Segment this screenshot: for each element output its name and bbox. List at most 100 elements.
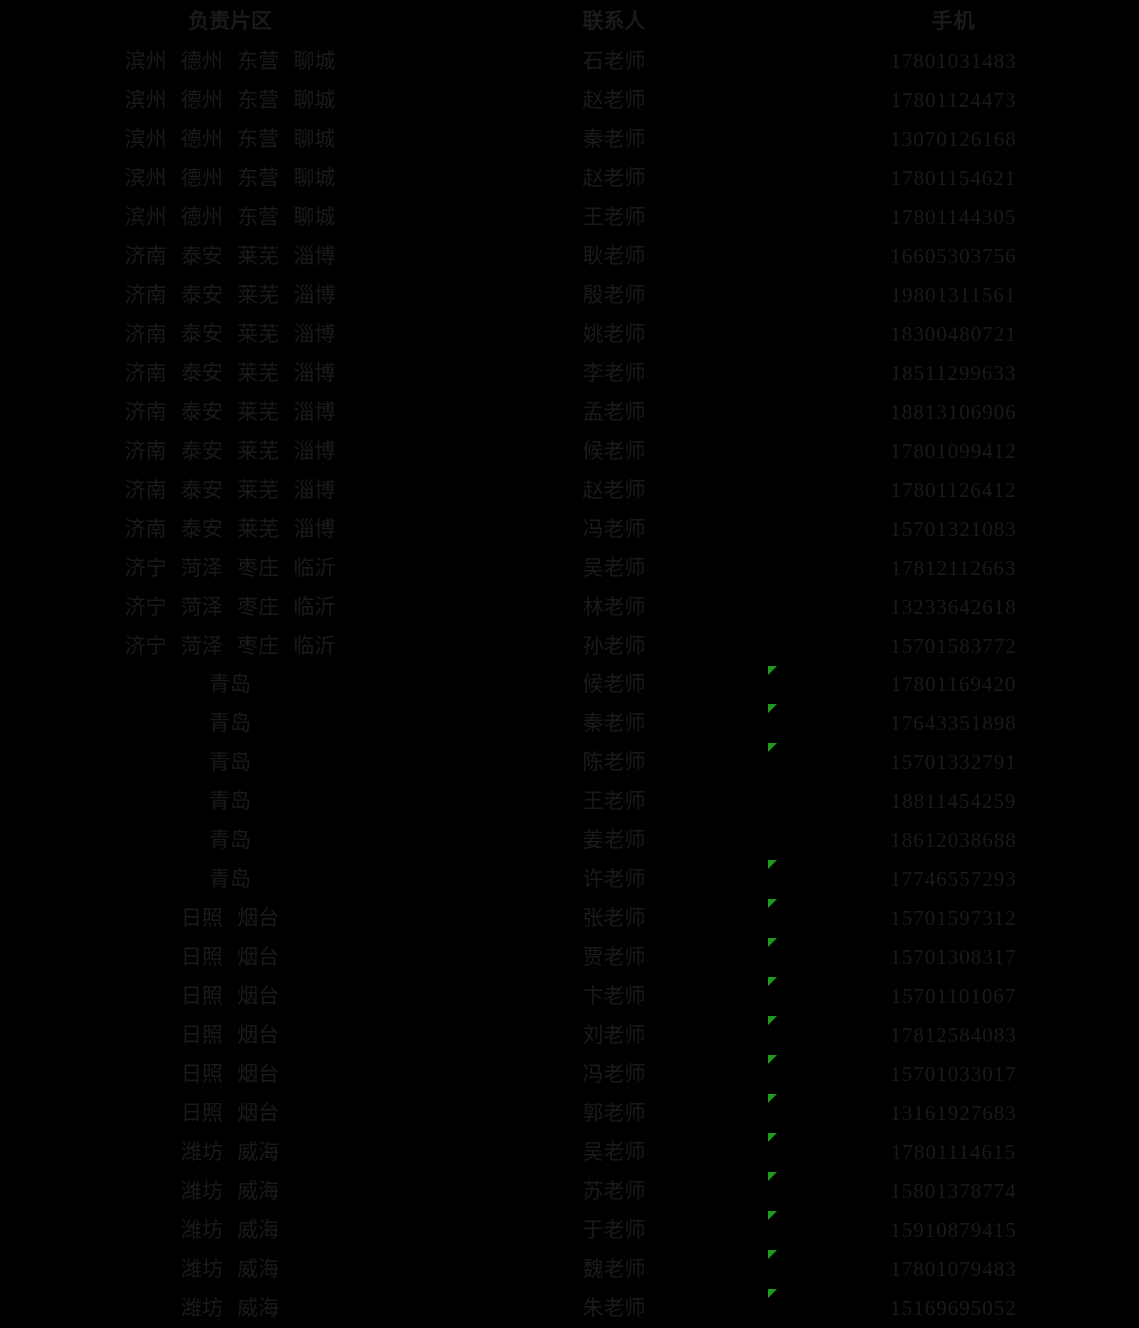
phone-cell[interactable]: 17801126412: [768, 471, 1139, 510]
phone-cell[interactable]: 18811454259: [768, 782, 1139, 821]
contact-cell[interactable]: 秦老师: [582, 126, 646, 151]
contact-cell[interactable]: 赵老师: [582, 87, 646, 112]
region-cell[interactable]: 潍坊 威海: [180, 1140, 280, 1165]
region-cell[interactable]: 济南 泰安 莱芜 淄博: [124, 399, 336, 424]
region-cell[interactable]: 济南 泰安 莱芜 淄博: [124, 516, 336, 541]
region-cell[interactable]: 日照 烟台: [180, 1023, 280, 1048]
contact-cell[interactable]: 李老师: [582, 360, 646, 385]
phone-cell[interactable]: 19801311561: [768, 276, 1139, 315]
contact-cell[interactable]: 卞老师: [582, 984, 646, 1009]
contact-cell[interactable]: 王老师: [582, 204, 646, 229]
region-cell[interactable]: 滨州 德州 东营 聊城: [124, 165, 336, 190]
contact-cell[interactable]: 苏老师: [582, 1179, 646, 1204]
phone-cell[interactable]: 15701308317: [768, 938, 1139, 977]
phone-cell[interactable]: 18300480721: [768, 315, 1139, 354]
contact-cell[interactable]: 魏老师: [582, 1257, 646, 1282]
phone-cell[interactable]: 18511299633: [768, 354, 1139, 393]
contact-cell[interactable]: 林老师: [582, 594, 646, 619]
region-cell[interactable]: 济南 泰安 莱芜 淄博: [124, 477, 336, 502]
contact-cell[interactable]: 孙老师: [582, 633, 646, 658]
phone-cell[interactable]: 17801099412: [768, 432, 1139, 471]
contact-cell[interactable]: 吴老师: [582, 1140, 646, 1165]
contact-cell[interactable]: 贾老师: [582, 945, 646, 970]
region-cell[interactable]: 济南 泰安 莱芜 淄博: [124, 321, 336, 346]
region-cell[interactable]: 日照 烟台: [180, 906, 280, 931]
column-header-phone[interactable]: 手机: [931, 8, 976, 33]
contact-cell[interactable]: 赵老师: [582, 165, 646, 190]
phone-cell[interactable]: 18612038688: [768, 821, 1139, 860]
phone-cell[interactable]: 17746557293: [768, 860, 1139, 899]
region-cell[interactable]: 青岛: [209, 711, 251, 736]
phone-cell[interactable]: 17812584083: [768, 1016, 1139, 1055]
contact-cell[interactable]: 秦老师: [582, 711, 646, 736]
contact-cell[interactable]: 候老师: [582, 672, 646, 697]
phone-cell[interactable]: 17801154621: [768, 159, 1139, 198]
contact-cell[interactable]: 耿老师: [582, 243, 646, 268]
phone-cell[interactable]: 15701332791: [768, 743, 1139, 782]
column-header-region[interactable]: 负责片区: [188, 8, 272, 33]
contact-cell[interactable]: 候老师: [582, 438, 646, 463]
contact-cell[interactable]: 姚老师: [582, 321, 646, 346]
region-cell[interactable]: 滨州 德州 东营 聊城: [124, 87, 336, 112]
region-cell[interactable]: 青岛: [209, 750, 251, 775]
phone-cell[interactable]: 15169695052: [768, 1289, 1139, 1328]
region-cell[interactable]: 济南 泰安 莱芜 淄博: [124, 282, 336, 307]
region-cell[interactable]: 济宁 菏泽 枣庄 临沂: [124, 633, 336, 658]
contact-cell[interactable]: 孟老师: [582, 399, 646, 424]
region-cell[interactable]: 日照 烟台: [180, 1062, 280, 1087]
contact-cell[interactable]: 赵老师: [582, 477, 646, 502]
phone-cell[interactable]: 17801124473: [768, 81, 1139, 120]
phone-cell[interactable]: 15701101067: [768, 977, 1139, 1016]
phone-cell[interactable]: 13161927683: [768, 1094, 1139, 1133]
phone-cell[interactable]: 16605303756: [768, 237, 1139, 276]
phone-cell[interactable]: 15701597312: [768, 899, 1139, 938]
contact-cell[interactable]: 许老师: [582, 867, 646, 892]
region-cell[interactable]: 日照 烟台: [180, 1101, 280, 1126]
phone-cell[interactable]: 15701583772: [768, 627, 1139, 666]
region-cell[interactable]: 潍坊 威海: [180, 1218, 280, 1243]
contact-cell[interactable]: 殷老师: [582, 282, 646, 307]
region-cell[interactable]: 济宁 菏泽 枣庄 临沂: [124, 594, 336, 619]
phone-cell[interactable]: 13233642618: [768, 588, 1139, 627]
phone-cell[interactable]: 18813106906: [768, 393, 1139, 432]
region-cell[interactable]: 济南 泰安 莱芜 淄博: [124, 360, 336, 385]
phone-cell[interactable]: 15701321083: [768, 510, 1139, 549]
contact-cell[interactable]: 陈老师: [582, 750, 646, 775]
phone-cell[interactable]: 15910879415: [768, 1211, 1139, 1250]
region-cell[interactable]: 日照 烟台: [180, 984, 280, 1009]
region-cell[interactable]: 滨州 德州 东营 聊城: [124, 204, 336, 229]
phone-cell[interactable]: 15701033017: [768, 1055, 1139, 1094]
phone-cell[interactable]: 13070126168: [768, 120, 1139, 159]
contact-cell[interactable]: 吴老师: [582, 555, 646, 580]
contact-cell[interactable]: 石老师: [582, 48, 646, 73]
region-cell[interactable]: 日照 烟台: [180, 945, 280, 970]
contact-cell[interactable]: 姜老师: [582, 828, 646, 853]
contact-cell[interactable]: 张老师: [582, 906, 646, 931]
region-cell[interactable]: 青岛: [209, 828, 251, 853]
region-cell[interactable]: 济宁 菏泽 枣庄 临沂: [124, 555, 336, 580]
contact-cell[interactable]: 冯老师: [582, 1062, 646, 1087]
phone-cell[interactable]: 17801079483: [768, 1250, 1139, 1289]
contact-cell[interactable]: 冯老师: [582, 516, 646, 541]
region-cell[interactable]: 潍坊 威海: [180, 1179, 280, 1204]
phone-cell[interactable]: 17801031483: [768, 42, 1139, 81]
region-cell[interactable]: 青岛: [209, 789, 251, 814]
region-cell[interactable]: 青岛: [209, 672, 251, 697]
phone-cell[interactable]: 17801144305: [768, 198, 1139, 237]
region-cell[interactable]: 济南 泰安 莱芜 淄博: [124, 243, 336, 268]
region-cell[interactable]: 滨州 德州 东营 聊城: [124, 126, 336, 151]
region-cell[interactable]: 济南 泰安 莱芜 淄博: [124, 438, 336, 463]
region-cell[interactable]: 青岛: [209, 867, 251, 892]
phone-cell[interactable]: 17801169420: [768, 665, 1139, 705]
phone-cell[interactable]: 15801378774: [768, 1172, 1139, 1211]
region-cell[interactable]: 潍坊 威海: [180, 1295, 280, 1320]
region-cell[interactable]: 滨州 德州 东营 聊城: [124, 48, 336, 73]
phone-cell[interactable]: 17643351898: [768, 704, 1139, 743]
contact-cell[interactable]: 刘老师: [582, 1023, 646, 1048]
region-cell[interactable]: 潍坊 威海: [180, 1257, 280, 1282]
column-header-contact[interactable]: 联系人: [582, 8, 646, 33]
phone-cell[interactable]: 17801114615: [768, 1133, 1139, 1172]
contact-cell[interactable]: 朱老师: [582, 1295, 646, 1320]
contact-cell[interactable]: 郭老师: [582, 1101, 646, 1126]
contact-cell[interactable]: 王老师: [582, 789, 646, 814]
